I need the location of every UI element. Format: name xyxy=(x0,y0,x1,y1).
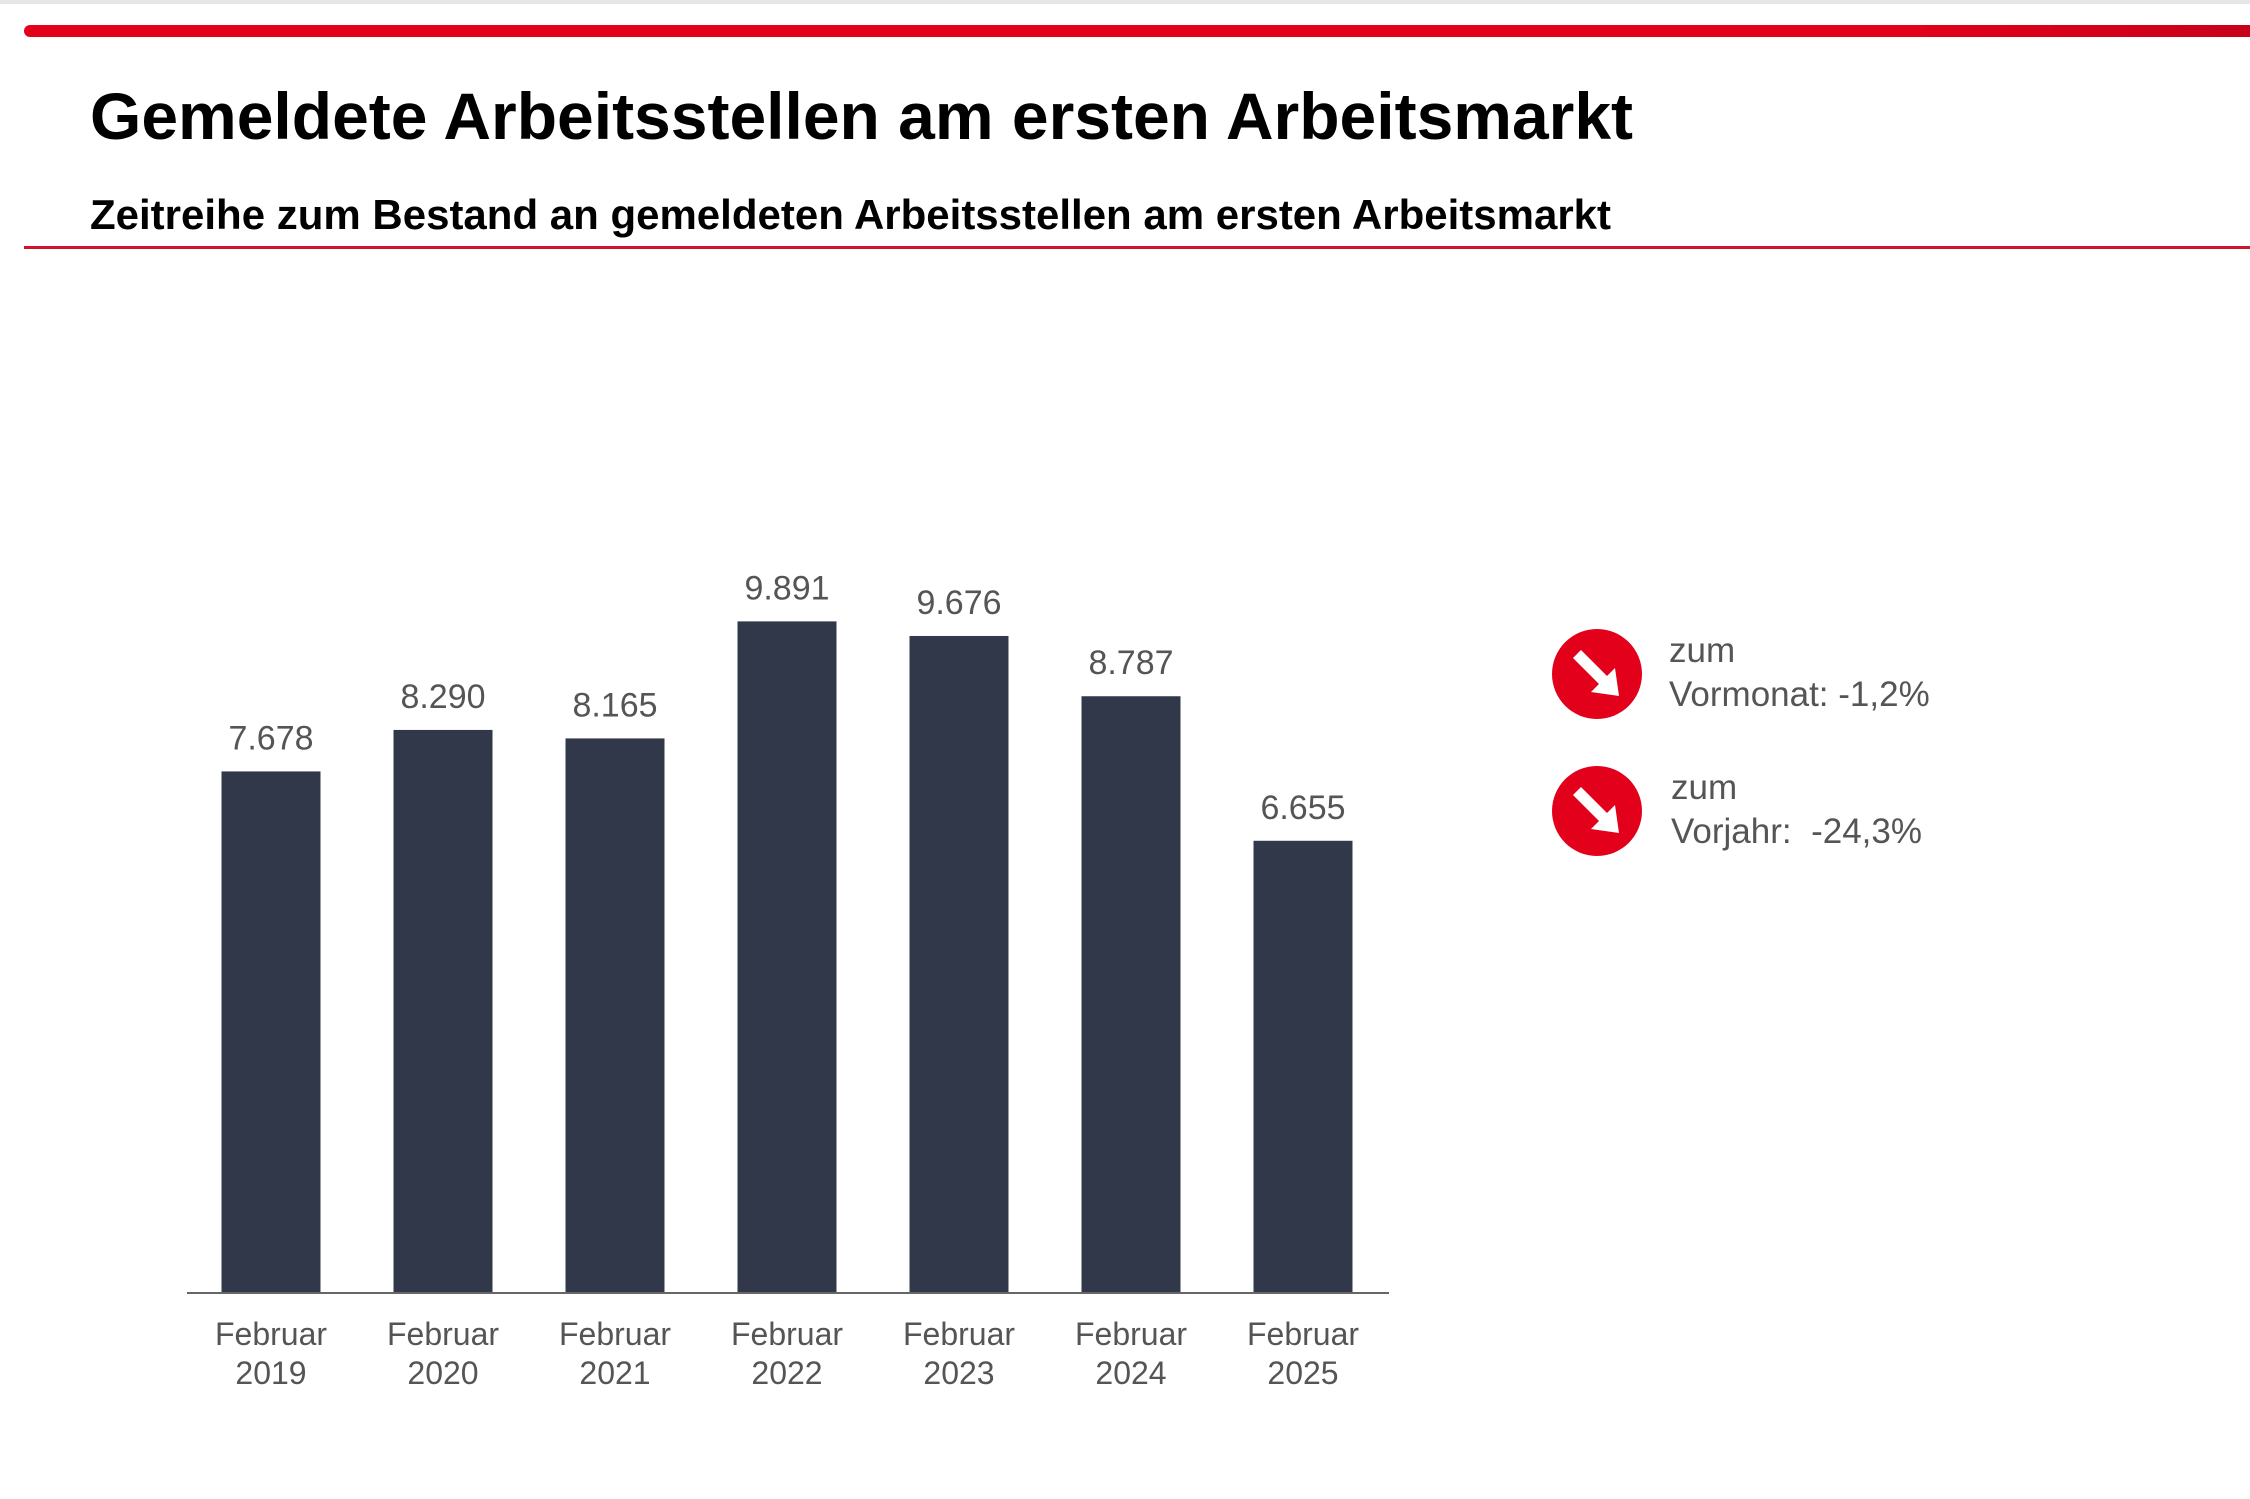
x-tick-label: 2025 xyxy=(1267,1355,1338,1391)
value-label: 6.655 xyxy=(1260,789,1345,827)
bar xyxy=(1081,696,1181,1292)
x-tick-label: 2020 xyxy=(407,1355,478,1391)
arrow-down-right-icon xyxy=(1552,629,1642,719)
arrow-down-right-icon xyxy=(1552,766,1642,856)
x-tick-label: Februar xyxy=(1247,1316,1359,1352)
bar xyxy=(221,771,321,1292)
page-subtitle: Zeitreihe zum Bestand an gemeldeten Arbe… xyxy=(90,191,1612,238)
bar xyxy=(737,621,837,1292)
x-tick-label: 2023 xyxy=(923,1355,994,1391)
header-divider xyxy=(24,246,2250,249)
x-tick-label: Februar xyxy=(215,1316,327,1352)
value-label: 9.676 xyxy=(916,584,1001,622)
x-tick-label: Februar xyxy=(731,1316,843,1352)
page-title: Gemeldete Arbeitsstellen am ersten Arbei… xyxy=(90,79,1634,153)
indicator-month-value: -1,2% xyxy=(1838,675,1930,714)
value-label: 8.165 xyxy=(572,686,657,724)
indicator-year: zum Vorjahr: -24,3% xyxy=(1671,766,1922,854)
bar xyxy=(393,729,493,1292)
bar xyxy=(1253,840,1353,1292)
bar xyxy=(909,635,1009,1292)
header-red-bar xyxy=(24,25,2250,37)
x-tick-label: Februar xyxy=(903,1316,1015,1352)
indicator-year-label: Vorjahr: xyxy=(1671,812,1792,851)
top-border xyxy=(0,0,2250,4)
indicator-year-value: -24,3% xyxy=(1811,812,1922,851)
value-label: 8.787 xyxy=(1088,644,1173,682)
x-tick-label: 2024 xyxy=(1095,1355,1166,1391)
x-tick-label: 2022 xyxy=(751,1355,822,1391)
x-tick-label: Februar xyxy=(1075,1316,1187,1352)
indicator-month-line1: zum xyxy=(1669,631,1736,670)
x-tick-label: 2021 xyxy=(579,1355,650,1391)
value-label: 7.678 xyxy=(228,719,313,757)
x-tick-label: 2019 xyxy=(235,1355,306,1391)
bar xyxy=(565,738,665,1292)
value-label: 9.891 xyxy=(744,569,829,607)
arrow-shape xyxy=(1573,650,1619,696)
x-tick-label: Februar xyxy=(559,1316,671,1352)
indicator-year-line1: zum xyxy=(1671,768,1738,807)
indicator-month: zum Vormonat: -1,2% xyxy=(1669,629,1930,717)
value-label: 8.290 xyxy=(400,678,485,716)
indicator-month-label: Vormonat: xyxy=(1669,675,1829,714)
arrow-shape xyxy=(1573,787,1619,833)
x-tick-label: Februar xyxy=(387,1316,499,1352)
